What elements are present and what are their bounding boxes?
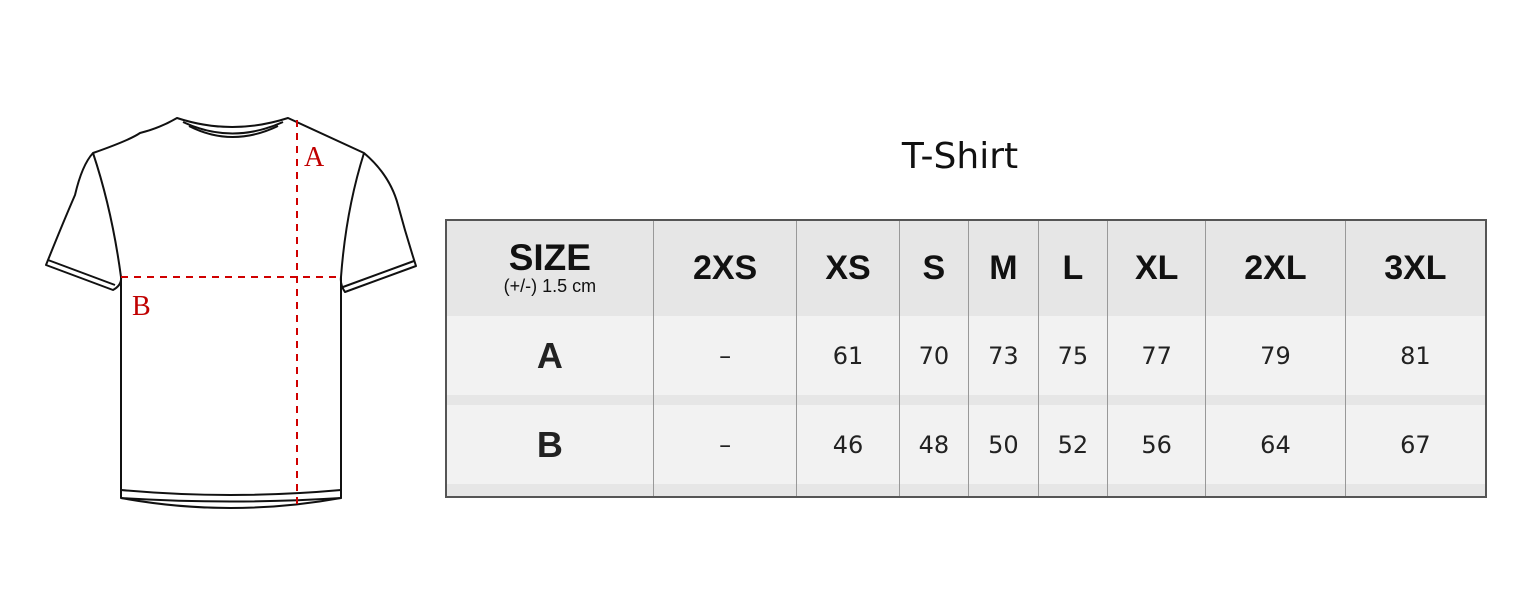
chart-title: T-Shirt xyxy=(901,136,1019,177)
table-cell: 48 xyxy=(898,405,969,484)
table-cell: 75 xyxy=(1037,316,1108,395)
table-cell: 81 xyxy=(1344,316,1486,395)
size-column-header: L xyxy=(1037,220,1108,316)
row-separator xyxy=(446,484,1486,497)
table-cell: – xyxy=(652,316,797,395)
left-sleeve-hem xyxy=(47,259,116,286)
table-cell: 46 xyxy=(796,405,900,484)
tshirt-outline xyxy=(45,117,417,503)
right-armhole-seam xyxy=(340,152,365,278)
table-cell: 67 xyxy=(1344,405,1486,484)
size-header-cell: SIZE (+/-) 1.5 cm xyxy=(446,220,654,316)
header-row: SIZE (+/-) 1.5 cm 2XS XS S M L XL 2XL 3X… xyxy=(446,220,1486,316)
bottom-hem xyxy=(120,489,342,509)
measure-a-label: A xyxy=(304,142,325,173)
table-cell: 70 xyxy=(898,316,969,395)
table-cell: 61 xyxy=(796,316,900,395)
row-separator xyxy=(446,395,1486,405)
row-label: A xyxy=(446,316,654,395)
size-header: SIZE xyxy=(508,237,591,278)
size-table: SIZE (+/-) 1.5 cm 2XS XS S M L XL 2XL 3X… xyxy=(445,219,1487,498)
tolerance-note: (+/-) 1.5 cm xyxy=(503,276,597,296)
size-column-header: XS xyxy=(796,220,900,316)
table-cell: 64 xyxy=(1205,405,1346,484)
left-armhole-seam xyxy=(92,152,122,278)
collar-inner xyxy=(182,121,284,135)
table-row: B – 46 48 50 52 56 64 67 xyxy=(446,405,1486,484)
table-cell: – xyxy=(652,405,797,484)
measure-b-label: B xyxy=(132,291,151,322)
size-column-header: 3XL xyxy=(1344,220,1486,316)
table-row: A – 61 70 73 75 77 79 81 xyxy=(446,316,1486,395)
right-sleeve-hem xyxy=(342,260,415,288)
size-column-header: S xyxy=(898,220,969,316)
size-column-header: M xyxy=(968,220,1039,316)
size-column-header: 2XL xyxy=(1205,220,1346,316)
table-cell: 73 xyxy=(968,316,1039,395)
size-column-header: XL xyxy=(1107,220,1206,316)
table-cell: 50 xyxy=(968,405,1039,484)
table-cell: 56 xyxy=(1107,405,1206,484)
collar-inner-2 xyxy=(188,125,279,138)
table-cell: 77 xyxy=(1107,316,1206,395)
row-label: B xyxy=(446,405,654,484)
tshirt-diagram: A B xyxy=(45,117,417,510)
size-column-header: 2XS xyxy=(652,220,797,316)
table-cell: 79 xyxy=(1205,316,1346,395)
table-cell: 52 xyxy=(1037,405,1108,484)
